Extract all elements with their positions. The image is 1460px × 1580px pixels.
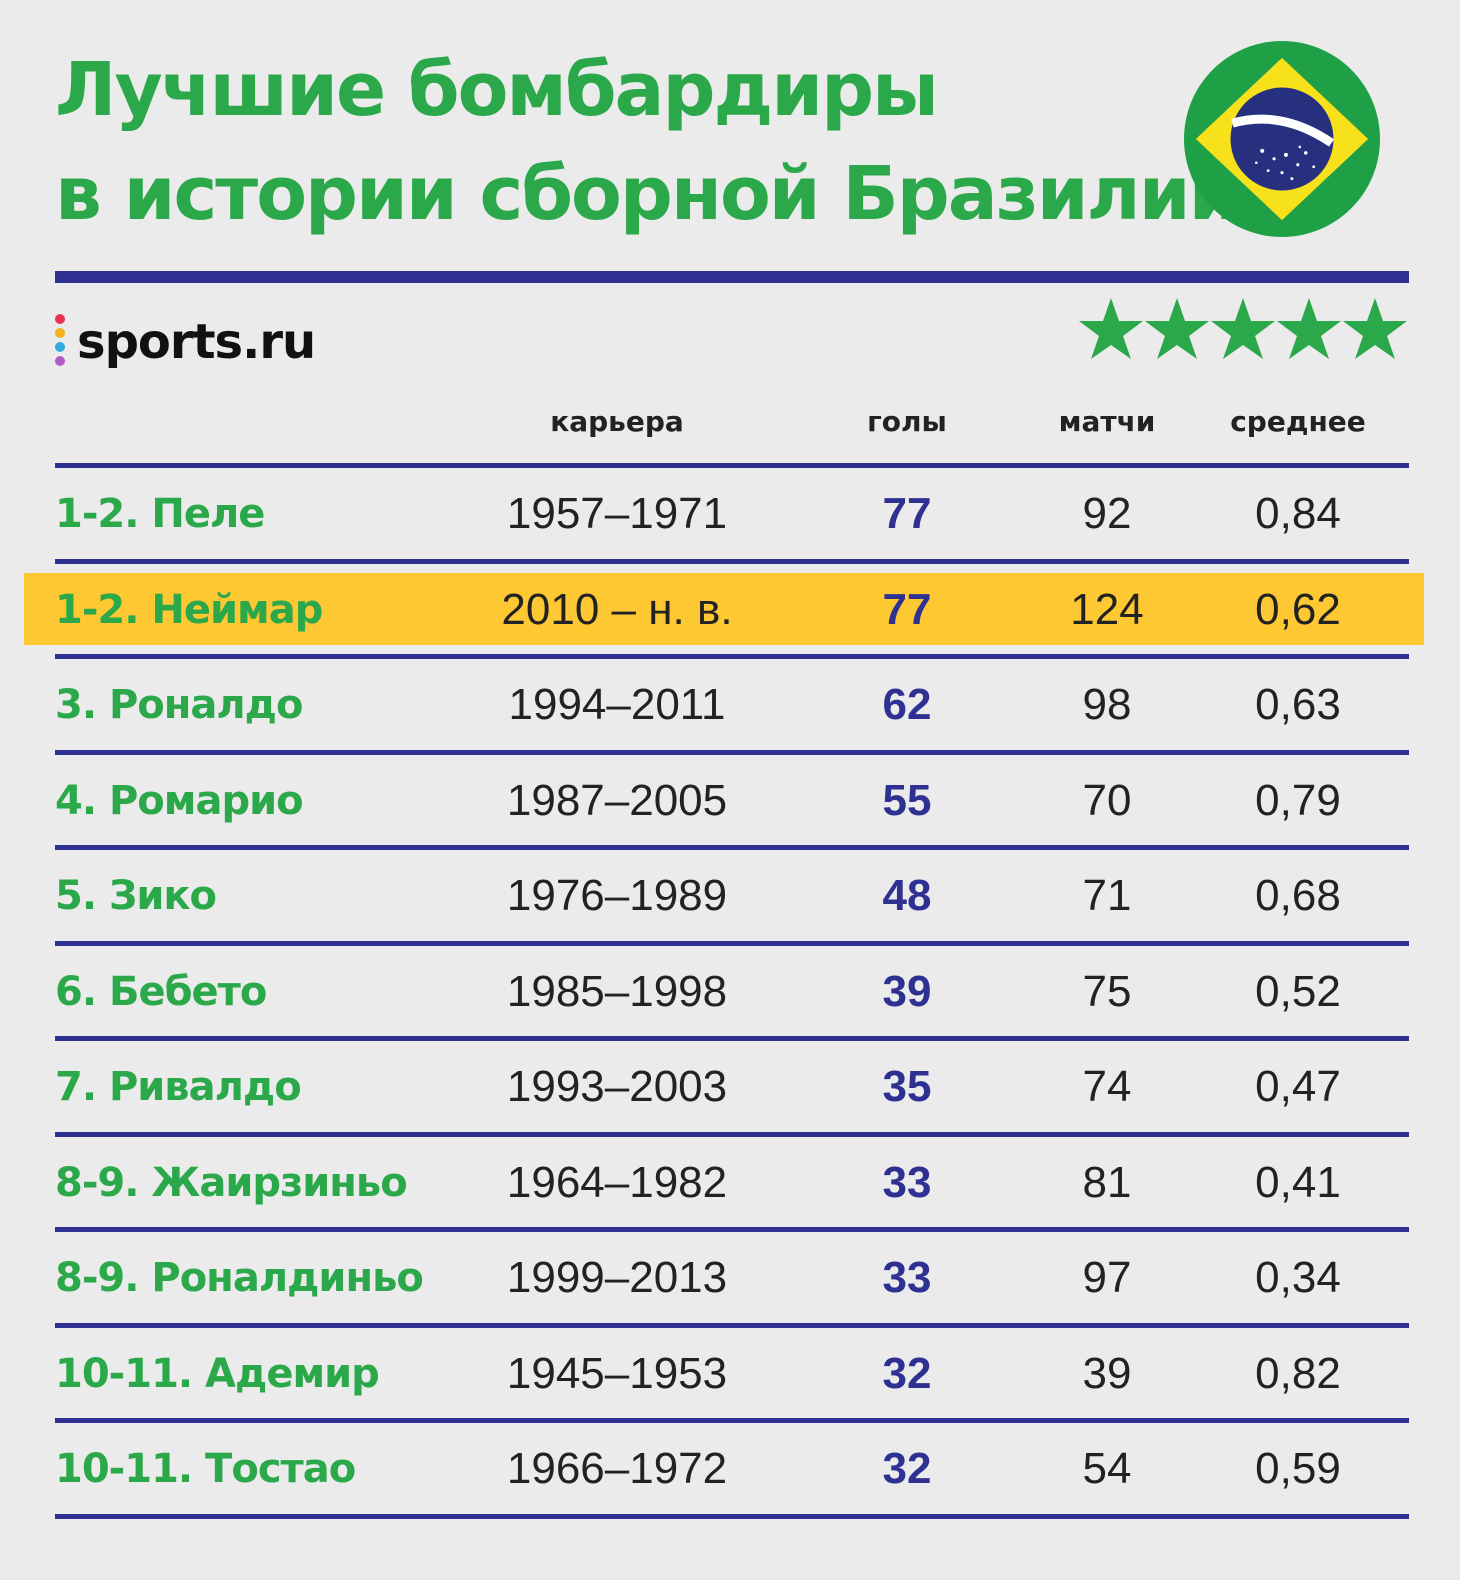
average-value: 0,41 — [1255, 1158, 1341, 1207]
career-span: 1945–1953 — [506, 1349, 728, 1398]
stars-icon — [1079, 298, 1407, 359]
average-value: 0,63 — [1255, 680, 1341, 729]
table-row: 8-9. Жаирзиньо 1964–1982 33 81 0,41 — [0, 1136, 1460, 1232]
star-icon — [1145, 298, 1209, 359]
row-divider — [55, 559, 1409, 564]
goals-value: 48 — [882, 871, 932, 920]
career-span: 2010 – н. в. — [501, 585, 733, 634]
career-span: 1987–2005 — [506, 776, 728, 825]
table-row: 6. Бебето 1985–1998 39 75 0,52 — [0, 945, 1460, 1041]
goals-value: 35 — [882, 1062, 932, 1111]
table-row: 7. Ривалдо 1993–2003 35 74 0,47 — [0, 1040, 1460, 1136]
average-value: 0,34 — [1255, 1253, 1341, 1302]
goals-value: 39 — [882, 967, 932, 1016]
player-name: 7. Ривалдо — [55, 1064, 302, 1110]
row-divider — [55, 1132, 1409, 1137]
title-line-2: в истории сборной Бразилии — [55, 151, 1240, 237]
average-value: 0,79 — [1255, 776, 1341, 825]
goals-value: 62 — [882, 680, 932, 729]
row-highlight — [24, 573, 1424, 645]
row-divider — [55, 1514, 1409, 1519]
table-row: 1-2. Неймар 2010 – н. в. 77 124 0,62 — [0, 563, 1460, 659]
career-span: 1999–2013 — [506, 1253, 728, 1302]
row-divider — [55, 750, 1409, 755]
matches-value: 124 — [1070, 585, 1144, 634]
brazil-flag-icon — [1183, 40, 1381, 238]
player-name: 5. Зико — [55, 873, 217, 919]
goals-value: 32 — [882, 1444, 932, 1493]
table-row: 10-11. Адемир 1945–1953 32 39 0,82 — [0, 1327, 1460, 1423]
header-goals: голы — [867, 405, 947, 438]
table-row: 5. Зико 1976–1989 48 71 0,68 — [0, 849, 1460, 945]
matches-value: 81 — [1082, 1158, 1132, 1207]
matches-value: 74 — [1082, 1062, 1132, 1111]
matches-value: 97 — [1082, 1253, 1132, 1302]
player-name: 3. Роналдо — [55, 682, 303, 728]
row-divider — [55, 845, 1409, 850]
average-value: 0,59 — [1255, 1444, 1341, 1493]
title-line-1: Лучшие бомбардиры — [55, 47, 939, 133]
table-row: 10-11. Тостао 1966–1972 32 54 0,59 — [0, 1422, 1460, 1518]
career-span: 1993–2003 — [506, 1062, 728, 1111]
row-divider — [55, 1036, 1409, 1041]
header-average: среднее — [1230, 405, 1366, 438]
star-icon — [1343, 298, 1407, 359]
goals-value: 33 — [882, 1158, 932, 1207]
goals-value: 55 — [882, 776, 932, 825]
table-row: 4. Ромарио 1987–2005 55 70 0,79 — [0, 754, 1460, 850]
matches-value: 92 — [1082, 489, 1132, 538]
matches-value: 71 — [1082, 871, 1132, 920]
player-name: 10-11. Тостао — [55, 1446, 356, 1492]
player-name: 8-9. Роналдиньо — [55, 1255, 424, 1301]
sports-ru-logo: sports.ru — [55, 312, 316, 372]
logo-dots-icon — [55, 312, 65, 372]
table-header: карьера голы матчи среднее — [55, 405, 1409, 455]
header-matches: матчи — [1058, 405, 1156, 438]
row-divider — [55, 1323, 1409, 1328]
top-divider — [55, 271, 1409, 283]
goals-value: 77 — [882, 585, 932, 634]
star-icon — [1211, 298, 1275, 359]
player-name: 8-9. Жаирзиньо — [55, 1160, 408, 1206]
table-row: 1-2. Пеле 1957–1971 77 92 0,84 — [0, 467, 1460, 563]
average-value: 0,52 — [1255, 967, 1341, 1016]
goals-value: 32 — [882, 1349, 932, 1398]
average-value: 0,62 — [1255, 585, 1341, 634]
matches-value: 75 — [1082, 967, 1132, 1016]
row-divider — [55, 1418, 1409, 1423]
player-name: 1-2. Неймар — [55, 587, 323, 633]
row-divider — [55, 463, 1409, 468]
career-span: 1985–1998 — [506, 967, 728, 1016]
career-span: 1966–1972 — [506, 1444, 728, 1493]
table-row: 8-9. Роналдиньо 1999–2013 33 97 0,34 — [0, 1231, 1460, 1327]
table-row: 3. Роналдо 1994–2011 62 98 0,63 — [0, 658, 1460, 754]
average-value: 0,47 — [1255, 1062, 1341, 1111]
row-divider — [55, 654, 1409, 659]
logo-text: sports.ru — [77, 314, 316, 370]
matches-value: 54 — [1082, 1444, 1132, 1493]
player-name: 4. Ромарио — [55, 778, 304, 824]
player-name: 10-11. Адемир — [55, 1351, 380, 1397]
header-career: карьера — [550, 405, 684, 438]
matches-value: 70 — [1082, 776, 1132, 825]
goals-value: 77 — [882, 489, 932, 538]
row-divider — [55, 941, 1409, 946]
star-icon — [1079, 298, 1143, 359]
average-value: 0,68 — [1255, 871, 1341, 920]
average-value: 0,84 — [1255, 489, 1341, 538]
row-divider — [55, 1227, 1409, 1232]
career-span: 1976–1989 — [506, 871, 728, 920]
goals-value: 33 — [882, 1253, 932, 1302]
matches-value: 98 — [1082, 680, 1132, 729]
career-span: 1964–1982 — [506, 1158, 728, 1207]
star-icon — [1277, 298, 1341, 359]
career-span: 1994–2011 — [508, 680, 726, 729]
career-span: 1957–1971 — [506, 489, 728, 538]
average-value: 0,82 — [1255, 1349, 1341, 1398]
matches-value: 39 — [1082, 1349, 1132, 1398]
player-name: 6. Бебето — [55, 969, 267, 1015]
page-title: Лучшие бомбардиры в истории сборной Браз… — [55, 38, 1240, 246]
player-name: 1-2. Пеле — [55, 491, 265, 537]
